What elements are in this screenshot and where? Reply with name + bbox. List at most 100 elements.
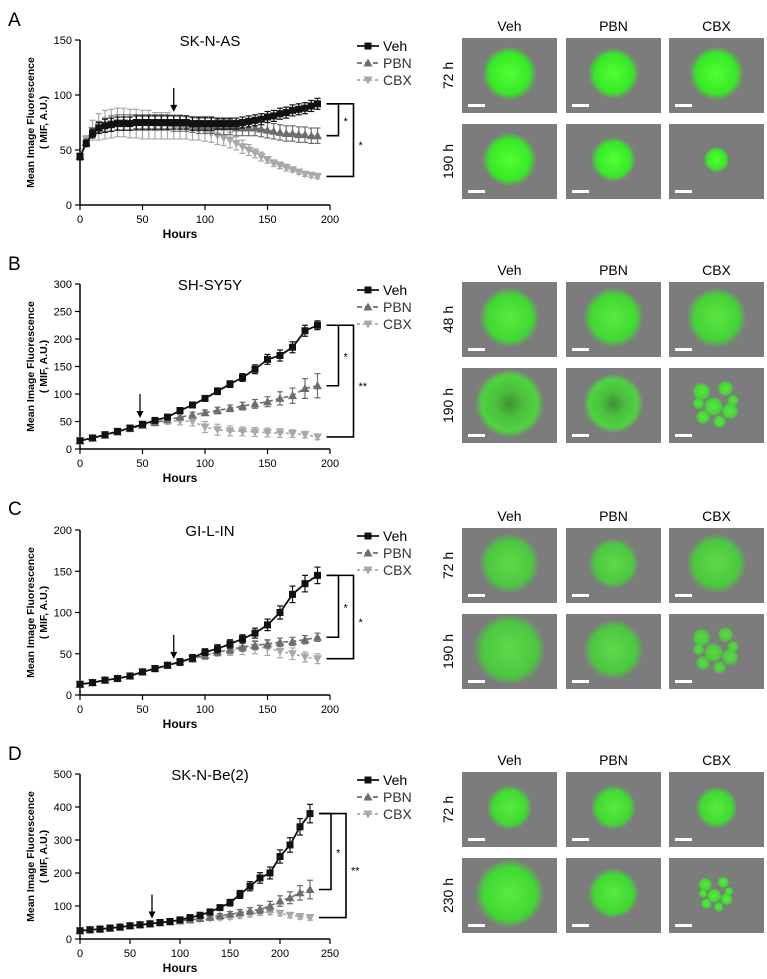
x-tick-label: 100 — [196, 458, 214, 470]
scale-bar — [675, 434, 692, 437]
data-point — [264, 355, 271, 363]
image-grid: Veh PBN CBX 48 h 190 h — [440, 262, 764, 443]
treatment-arrow-icon — [136, 394, 144, 419]
cell-fragment — [703, 396, 724, 417]
microscopy-image — [669, 124, 764, 199]
microscopy-image — [669, 282, 764, 357]
data-point — [176, 658, 184, 666]
data-point — [306, 171, 316, 180]
image-column-label: Veh — [497, 752, 521, 768]
y-tick-label: 150 — [54, 566, 72, 578]
image-row-label: 230 h — [440, 878, 456, 913]
cell-fragment — [700, 898, 712, 910]
data-point — [145, 119, 153, 126]
spheroid — [686, 287, 747, 348]
data-point — [232, 120, 240, 128]
series-cbx — [75, 639, 322, 689]
data-point — [186, 914, 194, 922]
data-point — [294, 130, 304, 139]
microscopy-image — [566, 772, 661, 847]
data-point — [263, 429, 272, 437]
cell-fragment — [712, 414, 727, 429]
image-column-label: CBX — [702, 18, 731, 34]
data-point — [164, 661, 171, 669]
x-tick-label: 200 — [271, 948, 289, 960]
spheroid — [482, 46, 537, 101]
data-point — [196, 911, 204, 919]
scale-bar — [675, 680, 692, 683]
data-point — [239, 635, 246, 643]
data-point — [101, 431, 109, 439]
data-point — [300, 170, 310, 179]
data-point — [288, 391, 297, 400]
data-point — [300, 384, 310, 392]
data-point — [176, 407, 184, 414]
significance-label: * — [344, 116, 349, 128]
data-point — [295, 888, 305, 897]
y-tick-label: 150 — [54, 362, 72, 374]
cell-fragment — [703, 642, 724, 663]
data-point — [307, 102, 315, 110]
data-point — [219, 134, 229, 143]
data-point — [89, 130, 96, 137]
x-tick-label: 50 — [136, 704, 148, 716]
cell-fragment — [698, 889, 708, 898]
data-point — [300, 431, 310, 440]
series-line — [79, 420, 318, 442]
image-column-label: Veh — [497, 18, 521, 34]
data-point — [256, 153, 266, 162]
data-point — [226, 120, 234, 128]
image-grid: Veh PBN CBX 72 h 190 h — [440, 18, 764, 199]
microscopy-image — [462, 528, 557, 603]
chart-title: SH-SY5Y — [178, 277, 242, 294]
scale-bar — [468, 104, 485, 107]
chart-title: SK-N-Be(2) — [171, 767, 249, 784]
image-row-label: 190 h — [440, 634, 456, 669]
legend-marker — [363, 548, 373, 557]
data-point — [216, 904, 224, 912]
microscopy-image — [669, 858, 764, 933]
data-point — [205, 912, 215, 921]
image-column-label: CBX — [702, 752, 731, 768]
scale-bar — [572, 348, 589, 351]
data-point — [245, 906, 255, 915]
cell-fragment — [692, 628, 711, 647]
data-point — [76, 927, 84, 935]
series-line — [79, 813, 311, 932]
legend-label: CBX — [383, 316, 412, 332]
chart-title: SK-N-AS — [180, 33, 241, 50]
legend-marker — [364, 776, 372, 784]
legend-label: PBN — [383, 299, 412, 315]
data-point — [239, 119, 246, 126]
spheroid-hollow — [475, 369, 544, 438]
data-point — [244, 146, 254, 155]
data-point — [275, 896, 285, 905]
data-point — [236, 890, 244, 898]
data-point — [289, 106, 296, 114]
significance-label: * — [336, 848, 341, 860]
x-axis-label: Hours — [163, 227, 198, 241]
spheroid — [482, 132, 537, 187]
data-point — [281, 164, 291, 173]
legend-marker — [363, 58, 373, 67]
panel-a: A 0 50 100 150 0 50 100 150 200 Hours Mean Image Fl… — [8, 10, 764, 241]
data-point — [101, 122, 109, 130]
data-point — [250, 399, 260, 408]
cell-fragment — [695, 655, 711, 671]
y-axis-label-units: ( MIF, A.U.) — [38, 340, 50, 393]
microscopy-image — [462, 772, 557, 847]
data-point — [238, 401, 247, 410]
data-point — [151, 119, 159, 126]
microscopy-image — [462, 282, 557, 357]
data-point — [251, 116, 259, 124]
significance-bracket-cbx — [326, 574, 355, 660]
cell-fragment — [692, 397, 705, 410]
microscopy-image — [669, 368, 764, 443]
data-point — [176, 916, 184, 924]
cell-fragment — [692, 643, 705, 656]
y-tick-label: 0 — [66, 444, 72, 456]
cell-fragment — [695, 409, 711, 425]
image-column-label: PBN — [599, 262, 628, 278]
data-point — [235, 908, 245, 917]
y-axis-label: Mean Image Fluorescence — [25, 301, 37, 432]
